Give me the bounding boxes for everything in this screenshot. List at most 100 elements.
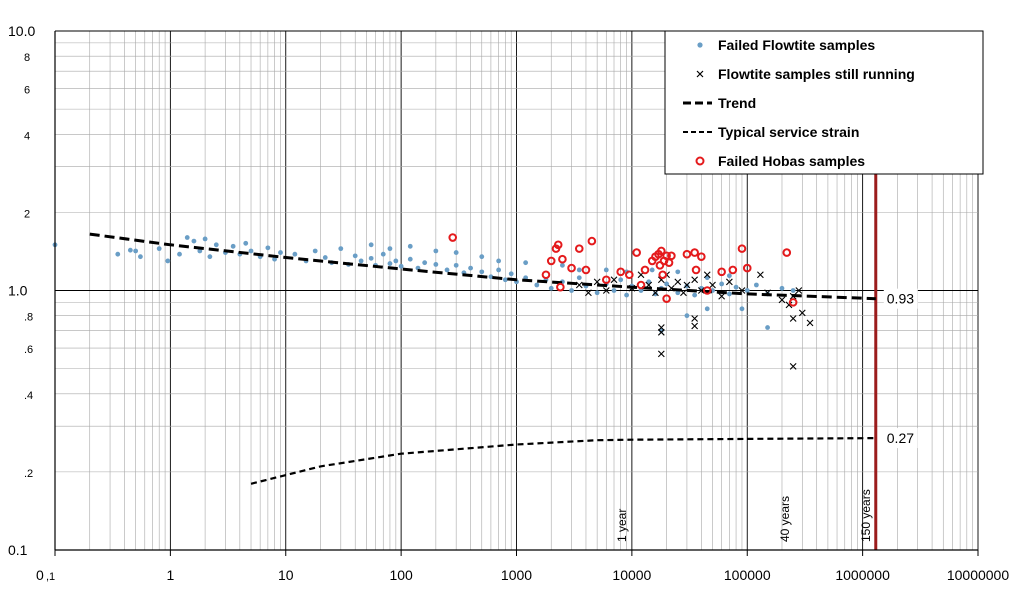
hobas-point (574, 244, 584, 253)
running-point (585, 289, 592, 297)
hobas-point (742, 263, 752, 273)
flowtite-point (433, 262, 439, 267)
hobas-point (667, 251, 676, 261)
flowtite-point (508, 271, 514, 277)
flowtite-point (765, 325, 770, 330)
flowtite-point (479, 254, 485, 260)
flowtite-point (468, 265, 473, 271)
flowtite-point (265, 245, 271, 251)
hobas-point (657, 246, 666, 256)
hobas-point (556, 282, 565, 292)
x-tick-label-suffix: ,1 (46, 571, 55, 583)
flowtite-point (453, 262, 459, 268)
marker-label: 150 years (859, 489, 873, 542)
running-point (691, 322, 699, 330)
flowtite-point (352, 253, 358, 259)
flowtite-point (312, 248, 318, 254)
flowtite-point (387, 246, 393, 252)
flowtite-point (534, 282, 540, 288)
flowtite-point (653, 291, 658, 297)
running-point (610, 276, 618, 284)
flowtite-point (548, 285, 554, 291)
x-tick-label: 1 (166, 567, 174, 583)
hobas-point (616, 267, 625, 277)
x-tick-label: 100 (389, 567, 413, 583)
flowtite-point (322, 255, 328, 260)
running-point (785, 301, 793, 309)
y-tick-label: 6 (24, 85, 30, 97)
flowtite-point (368, 242, 374, 248)
running-point (795, 287, 803, 294)
y-tick-label: 4 (24, 130, 30, 142)
service-strain-line (250, 437, 876, 485)
flowtite-point (138, 254, 143, 260)
flowtite-point (191, 238, 197, 244)
flowtite-point (496, 258, 502, 264)
x-tick-label: 10000 (612, 567, 651, 583)
flowtite-point (115, 251, 121, 257)
y-tick-label: 2 (24, 208, 30, 220)
flowtite-point (453, 250, 459, 255)
hobas-point (658, 270, 667, 280)
legend-label: Failed Hobas samples (718, 153, 865, 169)
flowtite-point (733, 284, 739, 290)
flowtite-point (726, 273, 732, 279)
flowtite-point (133, 248, 139, 254)
hobas-point (662, 294, 671, 303)
running-point (718, 292, 726, 300)
flowtite-point (444, 267, 450, 273)
running-point (709, 281, 716, 289)
flowtite-point (560, 262, 565, 268)
running-point (725, 278, 733, 286)
hobas-point (448, 233, 458, 242)
legend-box (664, 30, 984, 175)
running-point (691, 276, 699, 284)
hobas-point (697, 252, 706, 261)
flowtite-point (407, 256, 413, 262)
flowtite-point (338, 246, 344, 252)
vertical-markers: 1 year 40 years 150 years (615, 172, 878, 550)
flowtite-point (272, 256, 277, 262)
flowtite-point (156, 246, 162, 252)
running-point (757, 271, 764, 279)
flowtite-point (393, 258, 399, 264)
flowtite-point (675, 290, 681, 296)
running-point (789, 362, 797, 370)
running-point (657, 324, 665, 331)
flowtite-point (753, 282, 759, 288)
flowtite-point (488, 274, 494, 280)
flowtite-point (380, 251, 386, 257)
flowtite-point (407, 243, 413, 249)
series-crosses (575, 271, 814, 370)
hobas-point (587, 236, 597, 246)
hobas-point (737, 244, 747, 253)
hobas-point (581, 265, 591, 275)
flowtite-point (479, 269, 485, 275)
flowtite-point (197, 248, 203, 254)
series-circles (448, 233, 798, 307)
flowtite-point (569, 288, 574, 293)
hobas-point (782, 248, 792, 257)
flowtite-point (649, 267, 655, 273)
running-point (789, 315, 797, 322)
running-point (691, 315, 699, 322)
flowtite-point (248, 248, 254, 254)
x-tick-label: 1000000 (835, 567, 890, 583)
hobas-point (546, 256, 556, 266)
axes: 0,1 1 10 100 1000 10000 100000 1000000 10000000 0… (8, 23, 1009, 583)
hobas-point (558, 254, 567, 264)
y-tick-label: 8 (24, 52, 30, 64)
flowtite-point (230, 243, 236, 249)
flowtite-point (398, 263, 404, 269)
flowtite-point (292, 251, 298, 257)
hobas-point (717, 267, 726, 277)
flowtite-point (422, 260, 428, 266)
running-point (575, 281, 583, 289)
flowtite-point (278, 250, 283, 255)
legend-label: Failed Flowtite samples (718, 37, 875, 53)
hobas-point (702, 286, 712, 295)
flowtite-point (387, 261, 393, 266)
running-point (657, 328, 665, 336)
flowtite-point (207, 254, 213, 260)
y-tick-label: .6 (24, 344, 33, 356)
